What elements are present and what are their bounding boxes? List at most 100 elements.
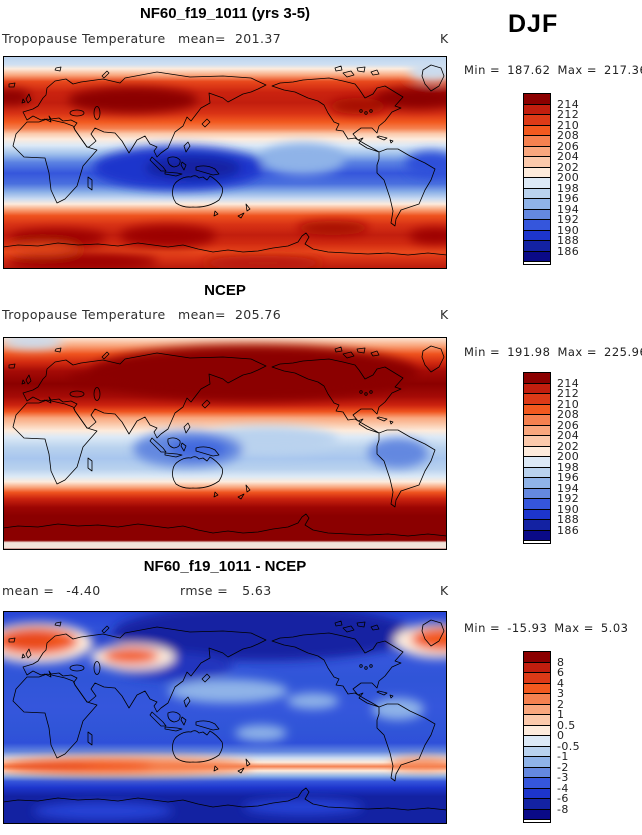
unit-label: K [440, 31, 449, 46]
min-label: Min = [464, 621, 501, 635]
mean-label: mean= [178, 307, 226, 322]
colorbar-cell [524, 725, 550, 736]
colorbar-tick-label: 190 [557, 223, 580, 237]
min-value: 191.98 [507, 345, 551, 359]
colorbar-ncep: 214 212 210 208 206 204 202 200 198 196 194 192 190 1… [523, 372, 579, 544]
panel3-minmax: Min = -15.93 Max = 5.03 [464, 621, 628, 635]
colorbar-tick-label: 200 [557, 449, 580, 463]
panel2-title: NCEP [204, 282, 246, 299]
colorbar-tick-label: 198 [557, 181, 580, 195]
colorbar-tick-label: 210 [557, 397, 580, 411]
map-difference-contour [3, 611, 447, 824]
colorbar-tick-label: 210 [557, 118, 580, 132]
colorbar-cell [524, 415, 550, 426]
colorbar-tick-label: 214 [557, 97, 580, 111]
panel1-subtitle: Tropopause Temperature mean= 201.37 K [0, 31, 460, 47]
colorbar-cell [524, 652, 550, 663]
colorbar-tick-label: 194 [557, 481, 580, 495]
mean-label: mean= [178, 31, 226, 46]
max-label: Max = [557, 63, 598, 77]
panel1-title: NF60_f19_1011 (yrs 3-5) [139, 5, 311, 22]
colorbar-cell [524, 115, 550, 126]
colorbar-cell [524, 373, 550, 384]
colorbar-cell [524, 241, 550, 252]
colorbar-cell [524, 499, 550, 510]
colorbar-cell [524, 178, 550, 189]
colorbar-cell [524, 746, 550, 757]
colorbar-cell [524, 436, 550, 447]
panel3-title: NF60_f19_1011 - NCEP [143, 558, 307, 575]
colorbar-tick-label: 204 [557, 428, 580, 442]
colorbar-tick-label: 198 [557, 460, 580, 474]
colorbar-cell [524, 104, 550, 115]
colorbar-tick-label: -1 [557, 749, 569, 763]
colorbar-cell [524, 167, 550, 178]
colorbar-tick-label: -3 [557, 770, 569, 784]
colorbar-tick-label: 204 [557, 149, 580, 163]
panel3-subtitle: mean = -4.40 rmse = 5.63 K [0, 583, 460, 599]
colorbar-cell [524, 478, 550, 489]
max-value: 217.36 [604, 63, 642, 77]
panel2-subtitle: Tropopause Temperature mean= 205.76 K [0, 307, 460, 323]
variable-label: Tropopause Temperature [2, 307, 166, 322]
colorbar-cell [524, 446, 550, 457]
colorbar-cell [524, 767, 550, 778]
map-frame [3, 611, 447, 824]
variable-label: Tropopause Temperature [2, 31, 166, 46]
colorbar-cell [524, 673, 550, 684]
ncep-field-blobs [3, 337, 428, 468]
colorbar-tick-label: 194 [557, 202, 580, 216]
colorbar-difference: 8 6 4 3 2 1 0.5 0 -0.5 -1 -2 -3 -4 -6 -8 [523, 651, 580, 823]
colorbar-cell [524, 425, 550, 436]
colorbar-tick-label: 186 [557, 244, 580, 258]
colorbar-tick-label: 4 [557, 676, 565, 690]
colorbar-cell [524, 404, 550, 415]
colorbar-tick-label: 208 [557, 128, 580, 142]
unit-label: K [440, 583, 449, 598]
colorbar-cell [524, 136, 550, 147]
colorbar-cell [524, 694, 550, 705]
map-model-contour [3, 56, 447, 269]
colorbar-cell [524, 736, 550, 747]
colorbar-cell [524, 251, 550, 262]
colorbar-cell [524, 778, 550, 789]
colorbar-tick-label: 212 [557, 386, 580, 400]
mean-value: 201.37 [234, 31, 282, 46]
colorbar-tick-label: 214 [557, 376, 580, 390]
colorbar-cell [524, 457, 550, 468]
mean-value: -4.40 [66, 583, 101, 598]
colorbar-cell [524, 662, 550, 673]
colorbar-tick-label: 212 [557, 107, 580, 121]
colorbar-tick-label: 192 [557, 491, 580, 505]
colorbar-cell [524, 467, 550, 478]
min-value: 187.62 [507, 63, 551, 77]
colorbar-cell [524, 799, 550, 810]
colorbar-tick-label: 188 [557, 512, 580, 526]
colorbar-tick-label: 206 [557, 418, 580, 432]
colorbar-tick-label: 0 [557, 728, 565, 742]
colorbar-tick-label: 200 [557, 170, 580, 184]
colorbar-tick-label: 6 [557, 665, 565, 679]
rmse-label: rmse = [180, 583, 229, 598]
colorbar-cell [524, 683, 550, 694]
max-value: 225.96 [604, 345, 642, 359]
colorbar-cell [524, 394, 550, 405]
map-frame [3, 337, 447, 550]
colorbar-cell [524, 209, 550, 220]
colorbar-cell [524, 146, 550, 157]
colorbar-tick-label: -8 [557, 802, 569, 816]
colorbar-tick-label: 3 [557, 686, 565, 700]
colorbar-tick-label: 202 [557, 160, 580, 174]
diff-field-blobs [3, 611, 447, 820]
colorbar-tick-label: 206 [557, 139, 580, 153]
colorbar-tick-label: 192 [557, 212, 580, 226]
colorbar-cell [524, 509, 550, 520]
colorbar-cell [524, 488, 550, 499]
colorbar-tick-label: -6 [557, 791, 569, 805]
colorbar-tick-label: -2 [557, 760, 569, 774]
colorbar-cell [524, 715, 550, 726]
colorbar-cell [524, 704, 550, 715]
unit-label: K [440, 307, 449, 322]
min-value: -15.93 [507, 621, 548, 635]
